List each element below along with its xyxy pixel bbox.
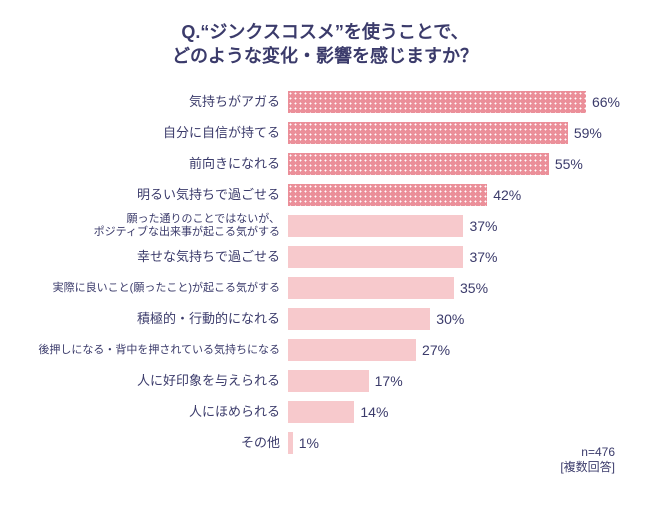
- chart-row: 気持ちがアガる 66%: [30, 87, 620, 118]
- row-label: 前向きになれる: [30, 157, 288, 172]
- row-value: 14%: [360, 404, 388, 420]
- chart-row: 積極的・行動的になれる 30%: [30, 304, 620, 335]
- chart-row: 後押しになる・背中を押されている気持ちになる 27%: [30, 335, 620, 366]
- row-label: 明るい気持ちで過ごせる: [30, 188, 288, 203]
- row-value: 1%: [299, 435, 319, 451]
- chart-title-line2: どのような変化・影響を感じますか？: [172, 46, 478, 66]
- row-value: 35%: [460, 280, 488, 296]
- chart-row: 人にほめられる 14%: [30, 397, 620, 428]
- bar: [288, 277, 454, 299]
- row-label: その他: [30, 436, 288, 451]
- row-value: 30%: [436, 311, 464, 327]
- chart-footnote: n=476 [複数回答]: [560, 445, 615, 476]
- chart-row: 幸せな気持ちで過ごせる 37%: [30, 242, 620, 273]
- bar: [288, 432, 293, 454]
- row-label: 後押しになる・背中を押されている気持ちになる: [30, 344, 288, 357]
- chart-rows: 気持ちがアガる 66% 自分に自信が持てる 59% 前向きになれる 55% 明るい気持ちで過…: [30, 87, 620, 459]
- row-value: 42%: [493, 187, 521, 203]
- row-label: 実際に良いこと(願ったこと)が起こる気がする: [30, 282, 288, 295]
- chart-row: その他 1%: [30, 428, 620, 459]
- bar: [288, 122, 568, 144]
- row-label: 自分に自信が持てる: [30, 126, 288, 141]
- bar-area: 27%: [288, 335, 620, 366]
- bar: [288, 153, 549, 175]
- row-value: 59%: [574, 125, 602, 141]
- bar-area: 37%: [288, 211, 620, 242]
- chart-row: 前向きになれる 55%: [30, 149, 620, 180]
- chart-row: 願った通りのことではないが、ポジティブな出来事が起こる気がする 37%: [30, 211, 620, 242]
- footnote-n: n=476: [581, 445, 615, 459]
- row-value: 37%: [469, 218, 497, 234]
- bar-area: 42%: [288, 180, 620, 211]
- bar-area: 66%: [288, 87, 620, 118]
- footnote-type: [複数回答]: [560, 460, 615, 474]
- row-value: 37%: [469, 249, 497, 265]
- chart-row: 人に好印象を与えられる 17%: [30, 366, 620, 397]
- bar: [288, 339, 416, 361]
- chart-row: 実際に良いこと(願ったこと)が起こる気がする 35%: [30, 273, 620, 304]
- bar-area: 55%: [288, 149, 620, 180]
- chart-row: 明るい気持ちで過ごせる 42%: [30, 180, 620, 211]
- bar: [288, 370, 369, 392]
- bar-area: 37%: [288, 242, 620, 273]
- row-value: 17%: [375, 373, 403, 389]
- row-value: 27%: [422, 342, 450, 358]
- bar-area: 59%: [288, 118, 620, 149]
- bar-area: 35%: [288, 273, 620, 304]
- survey-bar-chart: Q.“ジンクスコスメ”を使うことで、 どのような変化・影響を感じますか？ 気持ち…: [0, 0, 650, 516]
- row-label: 積極的・行動的になれる: [30, 312, 288, 327]
- bar: [288, 246, 463, 268]
- bar: [288, 91, 586, 113]
- bar-area: 17%: [288, 366, 620, 397]
- row-label: 人にほめられる: [30, 405, 288, 420]
- row-label: 人に好印象を与えられる: [30, 374, 288, 389]
- row-value: 66%: [592, 94, 620, 110]
- row-label: 幸せな気持ちで過ごせる: [30, 250, 288, 265]
- bar-area: 14%: [288, 397, 620, 428]
- row-label: 願った通りのことではないが、ポジティブな出来事が起こる気がする: [30, 213, 288, 238]
- row-label: 気持ちがアガる: [30, 95, 288, 110]
- bar-area: 30%: [288, 304, 620, 335]
- bar: [288, 184, 487, 206]
- row-value: 55%: [555, 156, 583, 172]
- bar: [288, 401, 354, 423]
- bar: [288, 308, 430, 330]
- chart-title: Q.“ジンクスコスメ”を使うことで、 どのような変化・影響を感じますか？: [30, 20, 620, 69]
- chart-title-line1: Q.“ジンクスコスメ”を使うことで、: [181, 22, 468, 42]
- chart-row: 自分に自信が持てる 59%: [30, 118, 620, 149]
- bar: [288, 215, 463, 237]
